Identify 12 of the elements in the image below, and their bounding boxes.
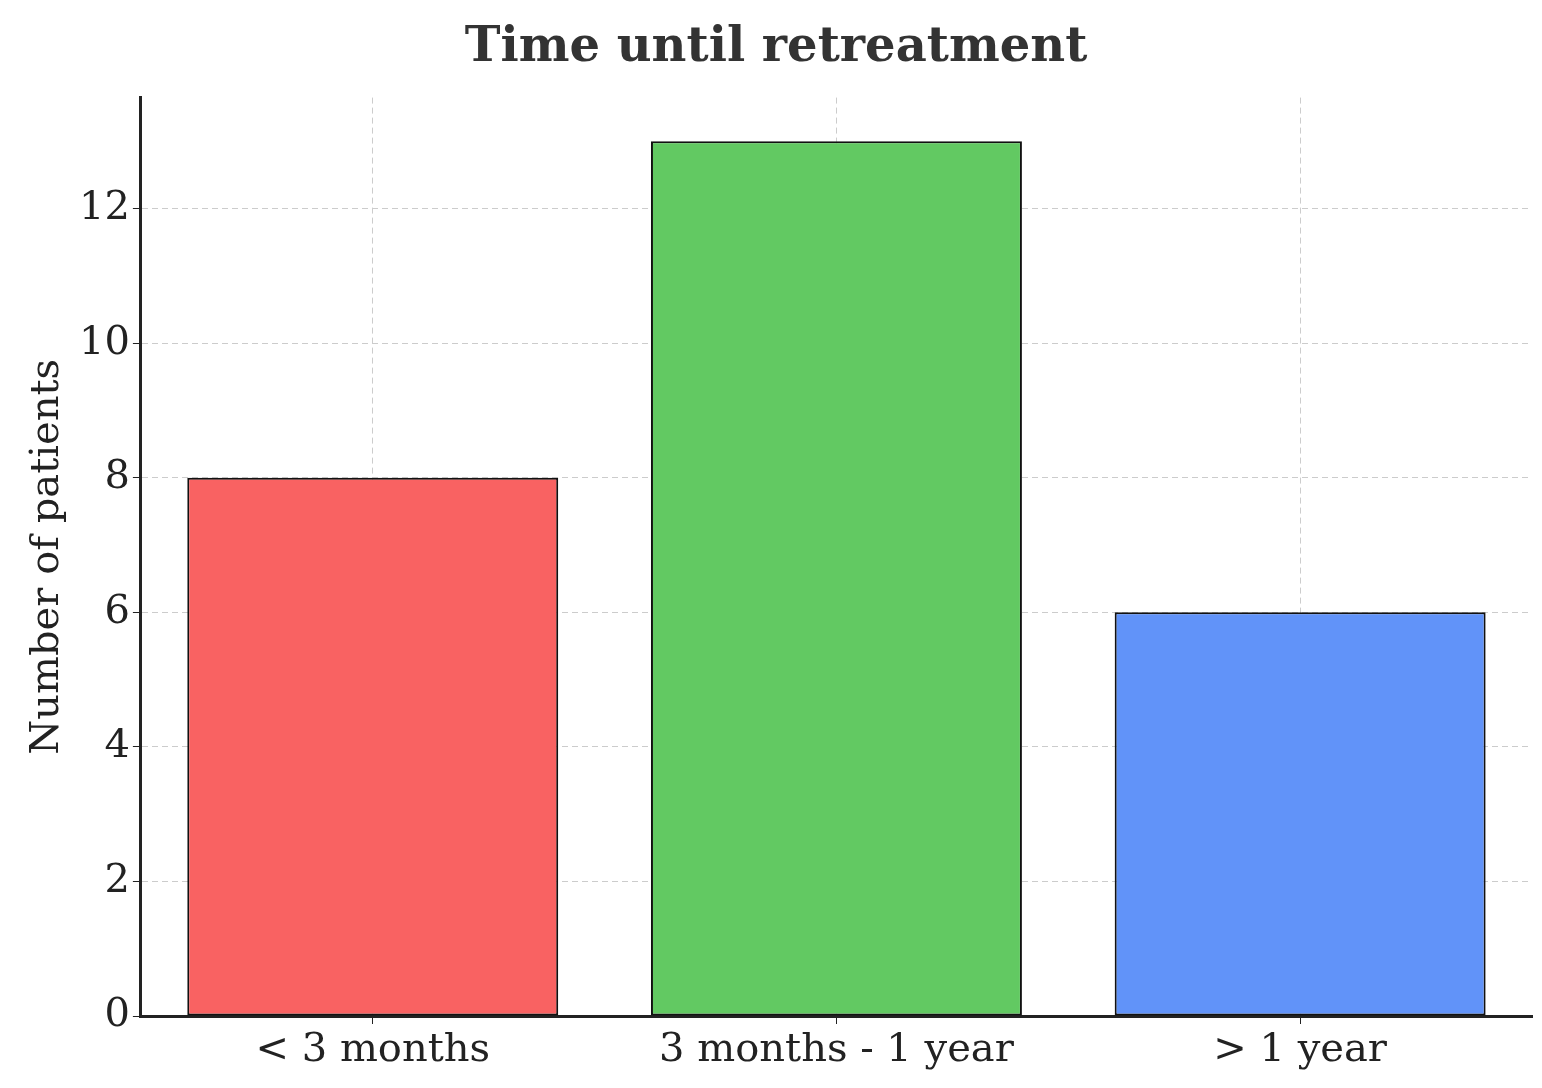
y-tick-label: 0	[104, 989, 130, 1036]
y-tick-label: 10	[78, 316, 130, 363]
x-tick-label: 3 months - 1 year	[659, 1024, 1015, 1071]
y-tick-label: 12	[78, 182, 130, 229]
y-tick-label: 8	[104, 451, 130, 498]
y-tick-label: 6	[104, 585, 130, 632]
y-tick-label: 2	[104, 854, 130, 901]
x-tick-label: > 1 year	[1213, 1024, 1388, 1071]
y-axis-title: Number of patients	[21, 358, 68, 755]
y-tick-label: 4	[104, 720, 130, 767]
x-tick-label: < 3 months	[255, 1024, 491, 1071]
chart-title: Time until retreatment	[464, 16, 1088, 73]
